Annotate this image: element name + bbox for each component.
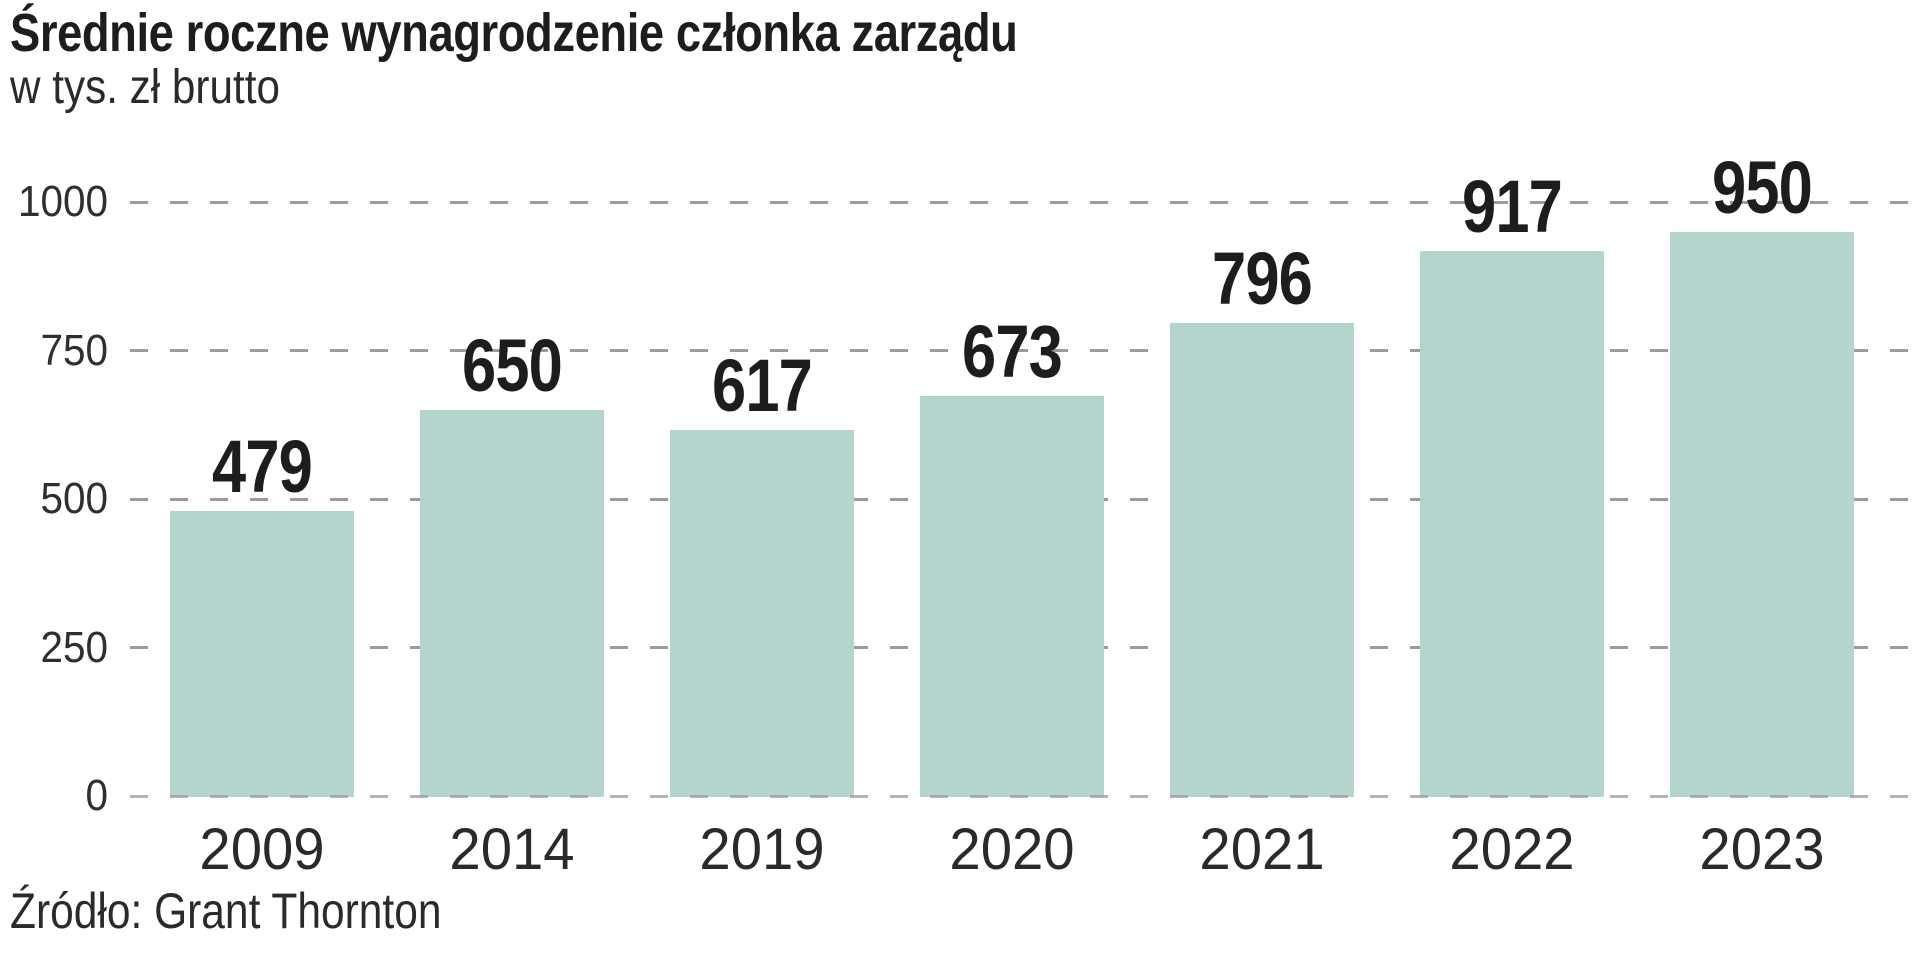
bar-2022 <box>1420 251 1604 797</box>
bar-2020 <box>920 396 1104 797</box>
x-tick-label-2009: 2009 <box>199 817 325 882</box>
bar-2023 <box>1670 231 1854 797</box>
gridline-750 <box>130 349 1910 352</box>
x-tick-label-2023: 2023 <box>1699 817 1825 882</box>
chart-title: Średnie roczne wynagrodzenie członka zar… <box>10 3 1018 63</box>
bar-2021 <box>1170 323 1354 797</box>
y-tick-label-750: 750 <box>40 325 108 375</box>
y-tick-label-1000: 1000 <box>17 177 108 226</box>
x-tick-label-2014: 2014 <box>449 817 575 882</box>
x-tick-label-2019: 2019 <box>699 817 825 882</box>
chart-subtitle: w tys. zł brutto <box>10 61 280 114</box>
value-label-2019: 617 <box>712 343 813 427</box>
gridline-0 <box>130 794 1910 798</box>
bar-2019 <box>670 429 854 797</box>
x-tick-label-2020: 2020 <box>949 817 1075 882</box>
y-tick-label-250: 250 <box>40 622 108 672</box>
bar-2014 <box>420 409 604 797</box>
value-label-2020: 673 <box>962 310 1063 394</box>
gridline-1000 <box>130 200 1910 204</box>
y-tick-label-0: 0 <box>85 771 108 820</box>
y-tick-label-500: 500 <box>40 474 108 523</box>
x-tick-label-2022: 2022 <box>1449 817 1575 882</box>
value-label-2023: 950 <box>1712 145 1813 229</box>
value-label-2021: 796 <box>1212 237 1313 321</box>
bar-2009 <box>170 511 354 797</box>
value-label-2022: 917 <box>1462 165 1563 249</box>
value-label-2009: 479 <box>212 425 313 509</box>
x-tick-label-2021: 2021 <box>1199 817 1325 882</box>
source-note: Źródło: Grant Thornton <box>10 883 442 939</box>
value-label-2014: 650 <box>462 323 563 407</box>
